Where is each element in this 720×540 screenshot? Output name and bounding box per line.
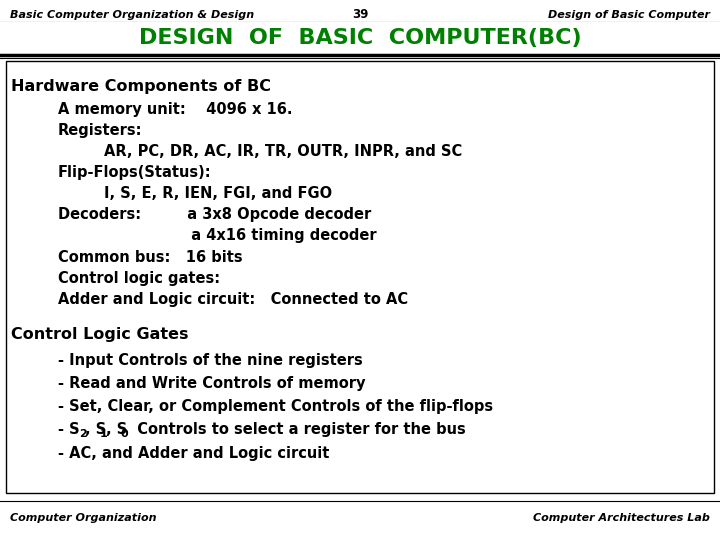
Text: Basic Computer Organization & Design: Basic Computer Organization & Design: [10, 10, 254, 19]
Text: , S: , S: [106, 422, 127, 437]
Text: - Set, Clear, or Complement Controls of the flip-flops: - Set, Clear, or Complement Controls of …: [58, 399, 492, 414]
Text: Common bus:   16 bits: Common bus: 16 bits: [58, 249, 242, 265]
Text: Design of Basic Computer: Design of Basic Computer: [548, 10, 710, 19]
Text: I, S, E, R, IEN, FGI, and FGO: I, S, E, R, IEN, FGI, and FGO: [104, 186, 333, 201]
Text: Controls to select a register for the bus: Controls to select a register for the bu…: [127, 422, 466, 437]
Text: a 4x16 timing decoder: a 4x16 timing decoder: [58, 228, 377, 244]
Text: - AC, and Adder and Logic circuit: - AC, and Adder and Logic circuit: [58, 446, 329, 461]
Text: Control Logic Gates: Control Logic Gates: [11, 327, 189, 342]
FancyBboxPatch shape: [6, 61, 714, 493]
Text: DESIGN  OF  BASIC  COMPUTER(BC): DESIGN OF BASIC COMPUTER(BC): [139, 28, 581, 49]
Text: - Input Controls of the nine registers: - Input Controls of the nine registers: [58, 353, 362, 368]
Text: A memory unit:    4096 x 16.: A memory unit: 4096 x 16.: [58, 102, 292, 117]
Text: 2: 2: [79, 429, 87, 439]
Text: Registers:: Registers:: [58, 123, 142, 138]
Text: 39: 39: [352, 8, 368, 21]
Text: , S: , S: [85, 422, 107, 437]
Text: Hardware Components of BC: Hardware Components of BC: [11, 79, 271, 94]
Text: 1: 1: [100, 429, 108, 439]
Text: Flip-Flops(Status):: Flip-Flops(Status):: [58, 165, 211, 180]
Text: Control logic gates:: Control logic gates:: [58, 271, 220, 286]
Text: AR, PC, DR, AC, IR, TR, OUTR, INPR, and SC: AR, PC, DR, AC, IR, TR, OUTR, INPR, and …: [104, 144, 463, 159]
Text: Computer Organization: Computer Organization: [10, 514, 156, 523]
Bar: [0, 22, 720, 55]
Text: - Read and Write Controls of memory: - Read and Write Controls of memory: [58, 376, 365, 391]
Text: - S: - S: [58, 422, 79, 437]
Text: Adder and Logic circuit:   Connected to AC: Adder and Logic circuit: Connected to AC: [58, 292, 408, 307]
Text: Decoders:         a 3x8 Opcode decoder: Decoders: a 3x8 Opcode decoder: [58, 207, 371, 222]
Text: 0: 0: [121, 429, 129, 439]
Text: Computer Architectures Lab: Computer Architectures Lab: [533, 514, 710, 523]
